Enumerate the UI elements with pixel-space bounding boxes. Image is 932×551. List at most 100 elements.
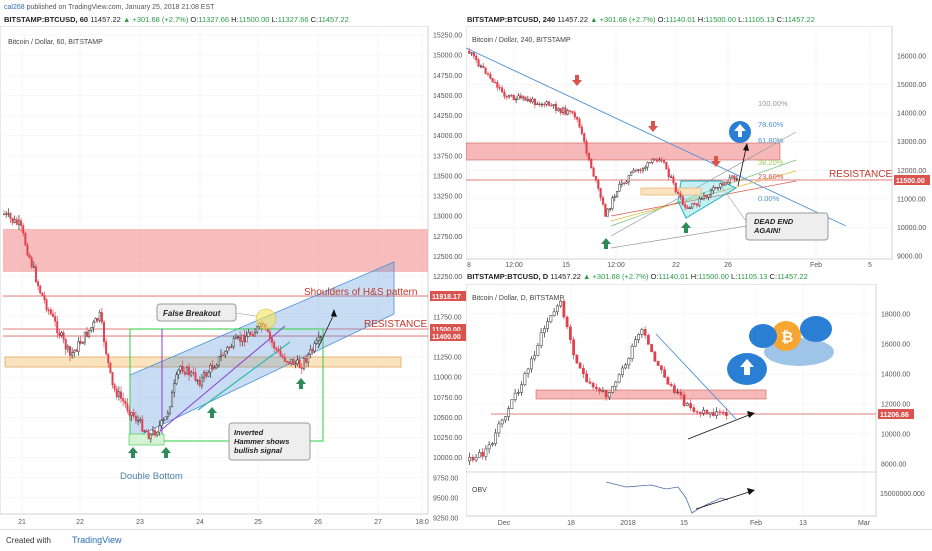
candle <box>559 108 562 114</box>
candle <box>160 420 163 427</box>
candle <box>222 354 225 357</box>
h4-chart[interactable]: Bitcoin / Dollar, 240, BITSTAMP 100.00% … <box>466 26 932 270</box>
price-label: 11918.17 <box>432 294 461 301</box>
candle <box>228 346 231 349</box>
hourly-time-axis: 21 22 23 24 25 26 27 18:0 <box>18 519 429 526</box>
candle <box>529 98 532 103</box>
candle <box>503 91 506 97</box>
daily-chart[interactable]: Bitcoin / Dollar, D, BITSTAMP ₿ OBV 1500… <box>466 284 932 529</box>
candle <box>552 311 556 316</box>
arrow-up-icon <box>296 378 306 389</box>
candle <box>688 207 691 210</box>
candle <box>705 194 708 198</box>
candle <box>691 203 694 209</box>
price-tick: 16000.00 <box>897 54 926 61</box>
candle <box>549 315 553 322</box>
candle <box>594 175 598 181</box>
candle <box>676 391 680 394</box>
candle <box>243 334 246 343</box>
candle <box>640 329 644 335</box>
dead-end-label: DEAD END AGAIN! <box>753 217 794 235</box>
daily-open: 11140.01 <box>658 272 689 281</box>
candle <box>568 326 572 340</box>
cloud-bitcoin-icon: ₿ <box>727 316 834 385</box>
time-tick: 26 <box>724 262 732 269</box>
candle <box>733 175 736 180</box>
candle <box>507 408 511 417</box>
daily-arrow-head <box>747 411 755 418</box>
h4-supply-zone <box>466 142 781 161</box>
candle <box>30 257 33 268</box>
candle <box>660 159 663 161</box>
price-label-box <box>878 409 914 419</box>
arrow-down-icon <box>648 121 658 132</box>
price-tick: 10000.00 <box>897 225 926 232</box>
candle <box>207 372 210 377</box>
price-tick: 9250.00 <box>433 516 458 523</box>
candle <box>590 158 593 169</box>
purple-trendline <box>159 325 286 432</box>
candle <box>198 379 201 386</box>
h4-symbol: BITSTAMP:BTCUSD, 240 <box>467 15 556 24</box>
left-symbol: BITSTAMP:BTCUSD, 60 <box>4 15 89 24</box>
candle <box>141 418 144 432</box>
publish-header: cal268 published on TradingView.com, Jan… <box>4 4 214 11</box>
left-open: 11327.66 <box>198 15 230 24</box>
candle <box>86 331 88 337</box>
price-label-box <box>894 175 930 185</box>
hourly-chart[interactable]: Bitcoin / Dollar, 60, BITSTAMP False Bre… <box>0 26 466 529</box>
price-tick: 10750.00 <box>433 395 462 402</box>
candle <box>562 300 566 318</box>
candle <box>576 117 579 120</box>
candle <box>516 392 520 394</box>
candle <box>162 419 165 421</box>
candle <box>200 376 203 386</box>
candle <box>503 416 507 421</box>
candle <box>132 412 135 417</box>
h4-change: +301.68 (+2.7%) <box>599 15 656 24</box>
candle <box>677 191 680 194</box>
candle <box>679 391 683 396</box>
candle <box>474 457 478 461</box>
price-tick: 13000.00 <box>433 214 462 221</box>
candle <box>311 349 314 352</box>
candle <box>587 152 590 160</box>
candle <box>679 193 682 198</box>
candle <box>154 430 157 436</box>
candle <box>209 365 212 373</box>
candle <box>11 218 14 223</box>
arrow-up-icon <box>601 238 611 249</box>
candle <box>608 208 612 210</box>
h4-up-arrow <box>737 147 747 187</box>
daily-grid <box>466 284 876 516</box>
candle <box>559 300 563 307</box>
candle <box>510 399 514 409</box>
candle <box>28 254 31 258</box>
candle <box>43 295 46 301</box>
left-symbol-bar: BITSTAMP:BTCUSD, 60 11457.22 ▲ +301.68 (… <box>4 15 349 24</box>
price-tick: 9500.00 <box>433 495 458 502</box>
resistance-label-h4: RESISTANCE <box>829 169 892 180</box>
up-arrow-line <box>317 313 335 349</box>
candle <box>173 383 176 393</box>
daily-candles <box>468 297 728 466</box>
left-change: +301.68 (+2.7%) <box>132 15 189 24</box>
footer-created: Created with <box>6 536 51 545</box>
candle <box>194 372 197 381</box>
candle <box>275 347 278 350</box>
candle <box>179 366 182 371</box>
candle <box>700 198 703 200</box>
tradingview-logo[interactable]: TradingView <box>72 535 122 545</box>
candle <box>124 400 127 404</box>
candle <box>510 95 513 97</box>
price-label-box <box>430 324 466 334</box>
candle <box>292 359 295 366</box>
price-label: 11400.00 <box>432 334 461 341</box>
candle <box>34 266 37 282</box>
candle <box>230 346 233 348</box>
candle <box>491 78 494 83</box>
candle <box>90 327 93 331</box>
author-link[interactable]: cal268 <box>4 4 25 11</box>
candle <box>168 406 171 414</box>
candle <box>315 340 318 344</box>
